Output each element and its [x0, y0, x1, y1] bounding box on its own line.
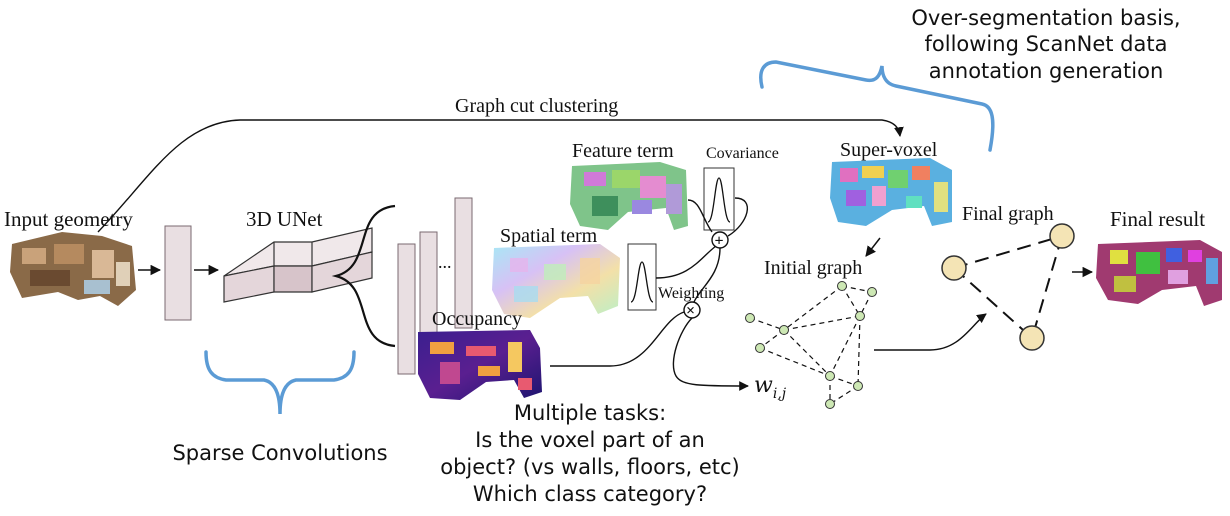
covariance-curve-box: [703, 167, 735, 231]
unet-label: 3D UNet: [246, 207, 323, 231]
layers-ellipsis: ...: [438, 252, 452, 272]
initial-graph-nodes: [745, 281, 877, 409]
sparse-conv-annotation: Sparse Convolutions: [172, 441, 387, 465]
final-result-label: Final result: [1110, 207, 1205, 231]
times-symbol: ×: [686, 303, 695, 320]
weighting-label: Weighting: [658, 285, 724, 302]
graph-cut-path: [97, 119, 904, 233]
feature-term-map: [570, 162, 688, 230]
svg-text:Multiple tasks:: Multiple tasks:: [514, 401, 666, 425]
unet-shape: [223, 227, 373, 303]
weight-symbol: wi,j: [754, 373, 787, 402]
plus-symbol: +: [715, 233, 724, 250]
times-to-weight: [672, 317, 749, 391]
spatial-curve: [630, 261, 654, 303]
covariance-label: Covariance: [706, 145, 779, 162]
occupancy-to-times: [550, 311, 685, 367]
super-voxel-label: Super-voxel: [840, 139, 938, 161]
final-result-map: [1096, 240, 1222, 306]
output-brace: [331, 204, 396, 348]
graph-cut-label: Graph cut clustering: [455, 95, 618, 117]
super-voxel-map: [830, 158, 952, 226]
svg-text:following ScanNet data: following ScanNet data: [925, 32, 1168, 56]
svg-text:object? (vs walls, floors, etc: object? (vs walls, floors, etc): [440, 455, 740, 479]
input-geometry-scan: [10, 232, 136, 306]
overseg-annotation: Over-segmentation basis, following ScanN…: [911, 6, 1180, 83]
super-voxel-to-initial: [865, 237, 881, 257]
final-graph-edges: [953, 235, 1063, 339]
spatial-to-plus: [655, 245, 717, 279]
input-geometry-label: Input geometry: [4, 207, 133, 231]
spatial-term-label: Spatial term: [500, 225, 598, 247]
svg-text:Which class category?: Which class category?: [473, 482, 707, 506]
feature-term-label: Feature term: [572, 140, 674, 162]
occupancy-map: [418, 330, 542, 400]
initial-graph-label: Initial graph: [764, 257, 862, 279]
input-layer: [164, 225, 192, 321]
plus-to-times: [693, 247, 721, 303]
spatial-curve-box: [627, 243, 657, 311]
overseg-bracket: [759, 60, 995, 152]
covariance-curve: [707, 177, 731, 223]
initial-to-final-graph: [874, 313, 987, 351]
svg-text:Over-segmentation basis,: Over-segmentation basis,: [911, 6, 1180, 30]
occupancy-label: Occupancy: [432, 308, 522, 330]
sparse-conv-bracket: [204, 350, 356, 415]
svg-text:annotation generation: annotation generation: [929, 59, 1164, 83]
feature-to-plus: [687, 199, 713, 233]
final-graph-nodes: [941, 223, 1075, 351]
multitask-annotation: Multiple tasks: Is the voxel part of an …: [440, 401, 740, 506]
spatial-term-map: [492, 244, 620, 318]
final-graph-label: Final graph: [962, 203, 1054, 225]
covariance-to-plus: [727, 197, 749, 237]
svg-text:Is the voxel part of an: Is the voxel part of an: [475, 428, 705, 452]
